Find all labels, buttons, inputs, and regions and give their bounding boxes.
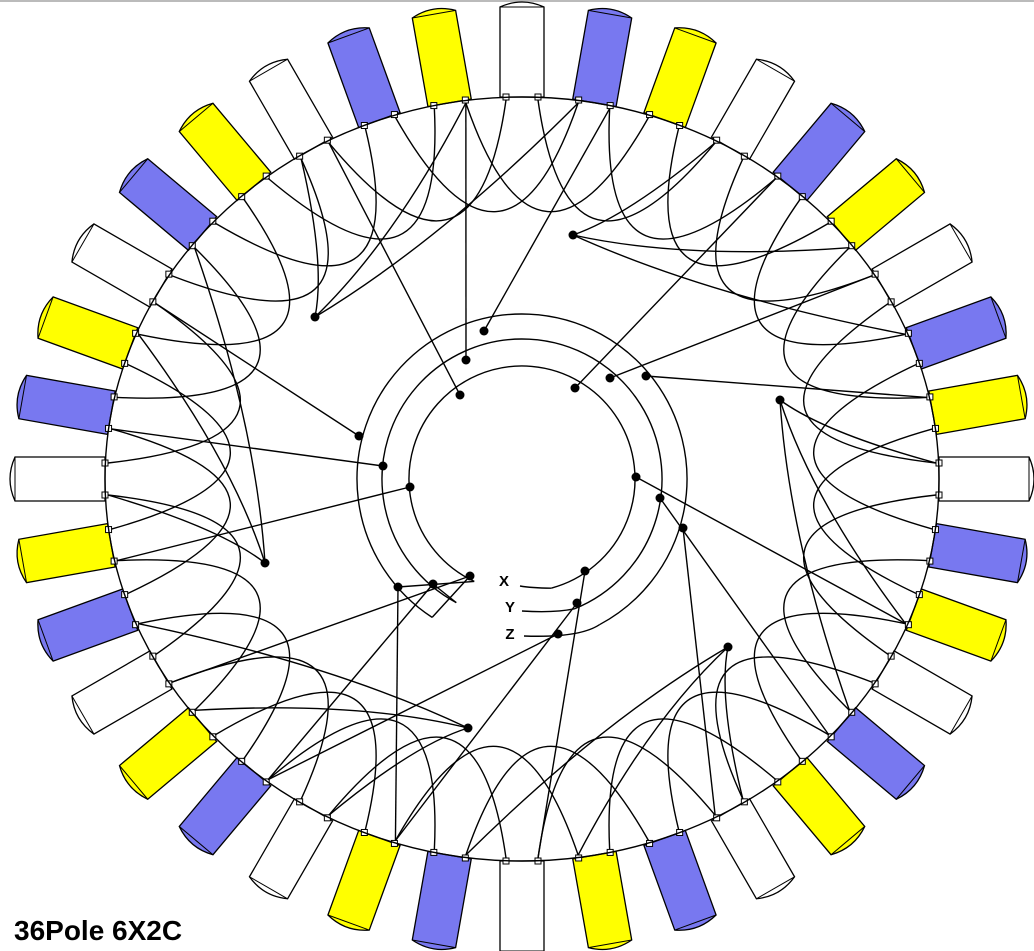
pole [906, 589, 1006, 661]
ring-lead [268, 584, 433, 780]
pole [179, 757, 271, 854]
junction [724, 643, 733, 652]
junction [355, 432, 364, 441]
pole [38, 589, 138, 661]
coil-lead [195, 708, 468, 728]
pole [929, 524, 1027, 583]
pole [328, 830, 400, 930]
junction [406, 483, 415, 492]
pole [412, 9, 471, 107]
coil-arc [814, 429, 933, 594]
poles [10, 2, 1034, 951]
ring-lead [538, 571, 585, 858]
ring-lead [484, 109, 610, 331]
wiring [105, 97, 939, 861]
pole [328, 28, 400, 128]
junction [554, 630, 563, 639]
junction [606, 374, 615, 383]
pole [500, 861, 544, 951]
pole [906, 297, 1006, 369]
pole [827, 708, 924, 800]
pole [773, 757, 865, 854]
ring-lead [646, 376, 927, 397]
phase-lead [522, 609, 574, 612]
pole [179, 103, 271, 200]
ring-lead [155, 303, 359, 436]
pole [17, 524, 115, 583]
junction [311, 313, 320, 322]
coil-lead [315, 103, 466, 317]
pole [119, 708, 216, 800]
pole [644, 28, 716, 128]
phase-ring [409, 366, 635, 588]
junction [261, 559, 270, 568]
junction [464, 724, 473, 733]
terminal-label: X [499, 573, 509, 590]
pole [412, 851, 471, 949]
coil-lead [573, 143, 715, 235]
pole [38, 297, 138, 369]
junction [456, 391, 465, 400]
junction [573, 599, 582, 608]
junction [581, 567, 590, 576]
coil-lead [329, 728, 468, 815]
pole [939, 457, 1034, 501]
junction [632, 473, 641, 482]
coil-lead [780, 400, 936, 463]
ring-lead [268, 634, 558, 780]
junction [379, 462, 388, 471]
terminal-label: Y [505, 599, 515, 616]
ring-lead [660, 498, 829, 735]
junction [480, 327, 489, 336]
junction [642, 372, 651, 381]
pole [773, 103, 865, 200]
pole [573, 851, 632, 949]
coil-lead [573, 235, 849, 252]
coil-lead [466, 647, 728, 855]
pole [10, 457, 105, 501]
junction [462, 356, 471, 365]
pole [500, 2, 544, 97]
junction [569, 231, 578, 240]
ring-lead [171, 576, 470, 682]
title: 36Pole 6X2C [14, 915, 182, 946]
ring-lead [329, 143, 460, 395]
junction [656, 494, 665, 503]
phase-ring [382, 339, 662, 609]
junction [679, 524, 688, 533]
phase-lead [520, 586, 551, 588]
pole [17, 375, 115, 434]
coil-arc [112, 429, 231, 594]
pole [929, 375, 1027, 434]
pole [827, 159, 924, 251]
phase-ring [357, 314, 687, 625]
coil-lead [578, 647, 728, 855]
pole [119, 159, 216, 251]
ring-lead [575, 178, 776, 388]
coil-arc [814, 364, 933, 529]
pole [644, 830, 716, 930]
stator-diagram: X Y Z 36Pole 6X2C [0, 0, 1034, 951]
pole [573, 9, 632, 107]
ring-lead [610, 276, 873, 378]
junction [571, 384, 580, 393]
junction [776, 396, 785, 405]
terminal-label: Z [505, 626, 514, 643]
ring-lead [636, 477, 906, 624]
